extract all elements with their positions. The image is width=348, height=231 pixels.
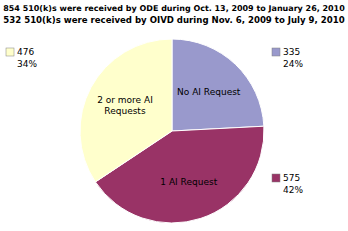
data-label: 335 (283, 47, 300, 57)
title: 854 510(k)s were received by ODE during … (3, 4, 345, 13)
pie-slice (172, 39, 264, 131)
slice-label: 2 or more AIRequests (97, 95, 153, 116)
slice-label: 1 AI Request (160, 177, 217, 187)
percent-label: 34% (17, 59, 37, 69)
data-label: 575 (283, 173, 300, 183)
legend-entry: 57542% (272, 173, 303, 195)
subtitle: 532 510(k)s were received by OIVD during… (3, 15, 344, 25)
percent-label: 42% (283, 185, 303, 195)
data-label: 476 (17, 47, 34, 57)
legend-swatch (6, 48, 14, 56)
legend-swatch (272, 48, 280, 56)
slice-labels: No AI Request 1 AI Request 2 or more AIReq… (97, 87, 241, 186)
legend-swatch (272, 174, 280, 182)
pie-slice (80, 39, 172, 182)
chart: 854 510(k)s were received by ODE during … (0, 0, 348, 231)
pie (80, 39, 264, 223)
slice-label: No AI Request (177, 87, 241, 97)
percent-label: 24% (283, 59, 303, 69)
legend-entry: 33524% (272, 47, 303, 69)
legend-entry: 47634% (6, 47, 37, 69)
